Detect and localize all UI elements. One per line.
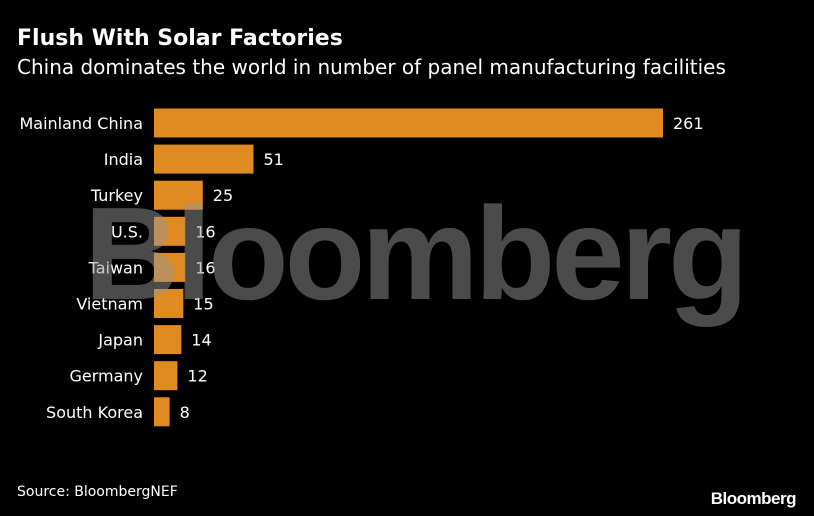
category-label: Vietnam bbox=[76, 295, 143, 314]
category-label: Taiwan bbox=[88, 258, 143, 277]
value-label: 261 bbox=[673, 114, 704, 133]
value-label: 16 bbox=[195, 258, 215, 277]
category-label: South Korea bbox=[46, 403, 143, 422]
category-label: U.S. bbox=[111, 222, 143, 241]
value-label: 12 bbox=[187, 367, 207, 386]
value-label: 15 bbox=[193, 295, 213, 314]
bar-u-s bbox=[154, 216, 186, 246]
category-label: Germany bbox=[69, 367, 143, 386]
value-label: 51 bbox=[264, 150, 284, 169]
category-label: Mainland China bbox=[19, 114, 143, 133]
value-label: 8 bbox=[180, 403, 190, 422]
bar-japan bbox=[154, 325, 182, 355]
bar-germany bbox=[154, 361, 178, 391]
bar-vietnam bbox=[154, 289, 184, 318]
value-label: 14 bbox=[191, 331, 211, 350]
source-note: Source: BloombergNEF bbox=[17, 484, 178, 500]
bloomberg-logo: Bloomberg bbox=[710, 489, 797, 508]
chart-subtitle: China dominates the world in number of p… bbox=[17, 55, 726, 79]
bar-mainland-china bbox=[154, 108, 663, 138]
bar-india bbox=[154, 144, 254, 174]
bar-chart: Mainland China 261 India 51 Turkey 25 U.S. 16 Ta… bbox=[19, 108, 704, 427]
category-label: Japan bbox=[97, 331, 143, 350]
category-label: Turkey bbox=[90, 186, 143, 205]
bar-south-korea bbox=[154, 397, 170, 427]
value-label: 25 bbox=[213, 186, 233, 205]
value-label: 16 bbox=[195, 222, 215, 241]
bar-turkey bbox=[154, 180, 203, 210]
category-label: India bbox=[104, 150, 143, 169]
bar-taiwan bbox=[154, 252, 186, 282]
chart-title: Flush With Solar Factories bbox=[17, 26, 343, 51]
